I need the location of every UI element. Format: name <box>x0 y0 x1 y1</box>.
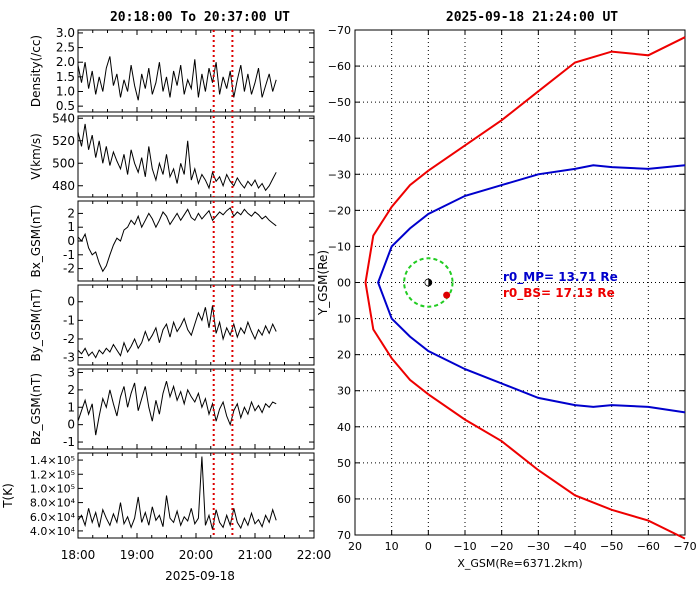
x-tick-label: −10 <box>453 540 476 553</box>
y-tick-label: -2 <box>63 332 75 346</box>
y-axis-label: V(km/s) <box>29 133 43 180</box>
y-tick-label: -1 <box>63 435 75 449</box>
mp-annotation: r0_MP= 13.71 Re <box>503 270 618 285</box>
y-tick-label: 480 <box>52 179 75 193</box>
y-tick-label: 500 <box>52 156 75 170</box>
y-tick-label: 70 <box>337 529 351 542</box>
y-tick-label: 10 <box>337 313 351 326</box>
y-tick-label: -1 <box>63 248 75 262</box>
y-tick-label: 0 <box>67 234 75 248</box>
x-tick-label: 22:00 <box>297 548 332 562</box>
y-tick-label: 540 <box>52 111 75 125</box>
x-tick-label: −50 <box>600 540 623 553</box>
bow-shock-curve <box>364 36 686 540</box>
y-tick-label: 1.2×10⁵ <box>30 468 75 481</box>
x-tick-label: −30 <box>527 540 550 553</box>
y-axis-label: Density(/cc) <box>29 35 43 107</box>
panel-frame <box>77 452 315 539</box>
y-tick-label: 8.0×10⁴ <box>30 497 76 510</box>
panel-1: 0.51.01.52.02.53.0 Density(/cc) <box>29 26 315 113</box>
x-tick-label: 19:00 <box>120 548 155 562</box>
y-tick-label: 30 <box>337 385 351 398</box>
y-tick-label: 2 <box>67 206 75 220</box>
y-tick-label: 2 <box>67 383 75 397</box>
x-tick-label: 10 <box>385 540 399 553</box>
spacecraft-marker <box>443 291 451 299</box>
y-tick-label: 2.5 <box>56 41 75 55</box>
x-axis-label: X_GSM(Re=6371.2km) <box>457 557 582 570</box>
y-tick-label: 1 <box>67 220 75 234</box>
y-tick-label: 40 <box>337 421 351 434</box>
data-trace <box>77 56 277 101</box>
y-tick-label: 1.0 <box>56 85 75 99</box>
y-tick-label: 60 <box>337 493 351 506</box>
y-axis-label: By_GSM(nT) <box>29 289 43 362</box>
y-tick-label: −30 <box>328 168 351 181</box>
x-tick-label: 18:00 <box>61 548 96 562</box>
y-tick-label: 4.0×10⁴ <box>30 525 76 538</box>
y-tick-label: 50 <box>337 457 351 470</box>
y-axis-label: Bx_GSM(nT) <box>29 205 43 278</box>
y-tick-label: −70 <box>328 24 351 37</box>
y-tick-label: 2.0 <box>56 55 75 69</box>
y-tick-label: −50 <box>328 96 351 109</box>
panel-5: -1 0 1 2 3 Bz_GSM(nT) <box>29 365 315 450</box>
y-axis-label: Y_GSM(Re) <box>316 250 330 316</box>
data-trace <box>77 207 277 273</box>
timeseries-panels: 0.51.01.52.02.53.0 Density(/cc) 480 500 520 5… <box>1 26 315 539</box>
x-tick-label: −60 <box>637 540 660 553</box>
data-trace <box>77 123 277 192</box>
time-axis: 18:00 19:00 20:00 21:00 22:00 <box>61 548 332 562</box>
y-tick-label: 1 <box>67 400 75 414</box>
x-tick-label: 0 <box>425 540 432 553</box>
panel-2: 480 500 520 540 V(km/s) <box>29 111 315 198</box>
magnetopause-curve <box>377 164 686 414</box>
right-title: 2025-09-18 21:24:00 UT <box>446 10 618 25</box>
y-tick-label: 00 <box>337 277 351 290</box>
panel-frame <box>77 368 315 450</box>
y-axis-label: T(K) <box>1 483 15 509</box>
x-tick-label: 20:00 <box>179 548 214 562</box>
y-tick-label: 1.5 <box>56 70 75 84</box>
earth-night-side <box>428 279 432 286</box>
x-tick-label: −40 <box>563 540 586 553</box>
orbit-panel: 20 10 0 −10 −20 −30 −40 −50 −60 −70 −70 −60 −50 −40 −3… <box>316 24 697 570</box>
y-tick-label: -3 <box>63 351 75 365</box>
y-tick-label: −20 <box>328 204 351 217</box>
y-tick-label: -2 <box>63 262 75 276</box>
left-title: 20:18:00 To 20:37:00 UT <box>110 10 290 25</box>
x-tick-label: −70 <box>673 540 696 553</box>
panel-frame <box>77 284 315 366</box>
y-tick-label: 0 <box>67 295 75 309</box>
y-tick-label: 3.0 <box>56 26 75 40</box>
data-trace <box>77 456 277 530</box>
y-tick-label: 6.0×10⁴ <box>30 511 76 524</box>
y-tick-label: -1 <box>63 313 75 327</box>
y-tick-label: −60 <box>328 60 351 73</box>
y-tick-label: 1.4×10⁵ <box>30 454 75 467</box>
y-axis-label: Bz_GSM(nT) <box>29 373 43 445</box>
data-trace <box>77 381 277 436</box>
y-tick-label: 0.5 <box>56 99 75 113</box>
y-tick-label: 3 <box>67 365 75 379</box>
y-tick-label: −40 <box>328 132 351 145</box>
date-label: 2025-09-18 <box>165 569 235 583</box>
panel-frame <box>77 200 315 282</box>
y-tick-label: 1.0×10⁵ <box>30 482 75 495</box>
data-trace <box>77 305 277 359</box>
x-tick-label: −20 <box>490 540 513 553</box>
geosync-circle <box>403 257 454 308</box>
bs-annotation: r0_BS= 17.13 Re <box>503 286 615 301</box>
panel-4: -3 -2 -1 0 By_GSM(nT) <box>29 284 315 366</box>
y-tick-label: 520 <box>52 134 75 148</box>
panel-frame <box>77 115 315 198</box>
y-tick-label: 0 <box>67 418 75 432</box>
x-tick-label: 20 <box>348 540 362 553</box>
x-tick-label: 21:00 <box>238 548 273 562</box>
y-tick-label: −10 <box>328 240 351 253</box>
y-tick-label: 20 <box>337 349 351 362</box>
